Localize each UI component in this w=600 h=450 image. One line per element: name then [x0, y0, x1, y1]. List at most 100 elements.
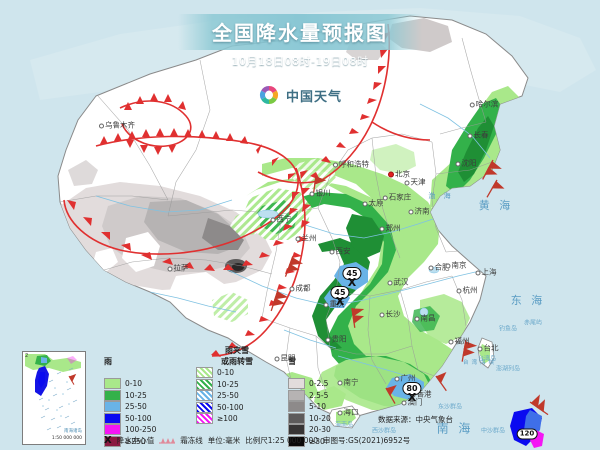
city-dot-icon	[401, 400, 407, 405]
legend-label: 100-250	[125, 425, 157, 435]
city-label-合肥: 合肥	[428, 262, 450, 273]
legend-row: 25-50	[104, 401, 186, 413]
city-label-乌鲁木齐: 乌鲁木齐	[99, 120, 135, 131]
city-label-济南: 济南	[408, 206, 430, 217]
city-label-南宁: 南宁	[337, 377, 359, 388]
sea-label-渤海: 渤 海	[428, 192, 454, 200]
precip-center-120: 120	[516, 428, 538, 440]
precip-center-value: 45	[342, 267, 362, 280]
island-label-海南岛: 海南岛	[334, 421, 354, 429]
island-label-东沙群岛: 东沙群岛	[437, 403, 463, 411]
city-label-天津: 天津	[404, 177, 426, 188]
island-label-钓鱼岛: 钓鱼岛	[498, 325, 518, 333]
city-label-太原: 太原	[362, 198, 384, 209]
inset-label: 南海诸岛	[64, 429, 82, 434]
city-label-澳门: 澳门	[401, 397, 423, 408]
city-name: 香港	[416, 389, 432, 399]
city-label-西安: 西安	[329, 246, 351, 257]
city-label-银川: 银川	[309, 188, 331, 199]
legend-row: 2.5-5	[288, 389, 370, 402]
city-dot-icon	[448, 339, 454, 344]
city-name: 重庆	[329, 299, 345, 309]
city-name: 天津	[410, 177, 426, 187]
city-dot-icon	[467, 133, 473, 138]
precip-center-legend-label: 降水中心值	[116, 436, 155, 445]
city-dot-icon	[469, 102, 475, 107]
city-name: 杭州	[462, 285, 478, 295]
legend-label: ≥250	[125, 436, 146, 446]
city-name: 澳门	[407, 397, 423, 407]
city-label-武汉: 武汉	[387, 277, 409, 288]
legend-heading-sleet-2: 或雨转雪	[221, 357, 253, 366]
city-dot-icon	[325, 337, 331, 342]
city-label-北京: 北京	[388, 169, 410, 180]
city-dot-icon	[414, 316, 420, 321]
legend-label: 25-50	[125, 402, 147, 412]
city-label-呼和浩特: 呼和浩特	[333, 159, 369, 170]
legend-column-snow: 雪 0-2.5 2.5-5 5-10 10-20 20-30 ≥30	[288, 345, 370, 447]
legend-swatch	[196, 378, 213, 390]
sea-label-黄海: 黄 海	[478, 199, 514, 212]
legend-label: 25-50	[217, 391, 239, 401]
city-dot-icon	[382, 195, 388, 200]
city-name: 石家庄	[388, 192, 412, 202]
legend-label: 10-25	[125, 390, 147, 400]
city-dot-icon	[333, 162, 338, 167]
legend-swatch	[196, 413, 213, 425]
city-name: 长沙	[385, 309, 401, 319]
city-dot-icon	[387, 280, 393, 285]
city-name: 合肥	[434, 262, 450, 272]
city-label-昆明: 昆明	[274, 353, 296, 364]
city-dot-icon	[394, 376, 400, 381]
city-name: 兰州	[301, 233, 317, 243]
legend-row: ≥100	[196, 413, 278, 425]
city-label-长春: 长春	[467, 130, 489, 141]
frost-line-legend-label: 霜冻线	[180, 436, 203, 445]
city-label-贵阳: 贵阳	[325, 334, 347, 345]
city-dot-icon	[379, 312, 385, 317]
legend-swatch	[104, 424, 121, 436]
city-name: 成都	[295, 283, 311, 293]
city-label-南京: 南京	[445, 260, 467, 271]
city-name: 西宁	[276, 214, 292, 224]
precip-center-80: 80 X	[402, 382, 422, 403]
city-dot-icon	[329, 249, 335, 254]
city-name: 西安	[335, 246, 351, 256]
legend-row: 5-10	[288, 401, 370, 413]
legend-row: 0-10	[196, 367, 278, 379]
legend-footer: X 降水中心值 霜冻线 单位:毫米 比例尺1:25 000 000 审图号:GS…	[104, 435, 410, 446]
legend-panel: 雨 0-10 10-25 25-50 50-100 100-250 ≥250 雨夹雪 或雨…	[20, 345, 410, 447]
legend-label: ≥100	[217, 414, 238, 424]
legend-row: 50-100	[196, 401, 278, 414]
legend-heading-sleet-1: 雨夹雪	[225, 346, 249, 355]
island-label-澎湖列岛: 澎湖列岛	[495, 365, 521, 373]
legend-row: 0-10	[104, 378, 186, 390]
legend-column-rain: 雨 0-10 10-25 25-50 50-100 100-250 ≥250	[104, 345, 186, 447]
city-name: 沈阳	[461, 158, 477, 168]
legend-row: 10-20	[288, 412, 370, 425]
city-name: 乌鲁木齐	[105, 120, 135, 130]
city-dot-icon	[274, 356, 280, 361]
city-label-福州: 福州	[448, 336, 470, 347]
precip-center-x-icon: X	[347, 276, 357, 289]
legend-row: ≥250	[104, 435, 186, 448]
frost-line-barbs	[67, 32, 390, 357]
weather-swirl-icon	[259, 86, 279, 104]
logo-label: 中国天气	[286, 89, 343, 105]
precip-center-value: 80	[402, 382, 422, 395]
legend-row: 100-250	[104, 424, 186, 436]
legend-swatch	[196, 367, 213, 379]
city-dot-icon	[408, 209, 414, 214]
city-label-成都: 成都	[289, 283, 311, 294]
city-label-沈阳: 沈阳	[455, 158, 477, 169]
legend-label: 10-20	[309, 413, 331, 423]
city-label-杭州: 杭州	[456, 285, 478, 296]
legend-swatch	[288, 389, 305, 401]
legend-swatch	[288, 435, 305, 447]
rivers	[95, 103, 491, 381]
island-label-赤尾屿: 赤尾屿	[523, 319, 543, 327]
city-dot-icon	[379, 226, 385, 231]
legend-swatch	[104, 389, 121, 401]
south-china-sea-inset[interactable]: 2 南海诸岛 1:50 000 000	[22, 351, 86, 445]
